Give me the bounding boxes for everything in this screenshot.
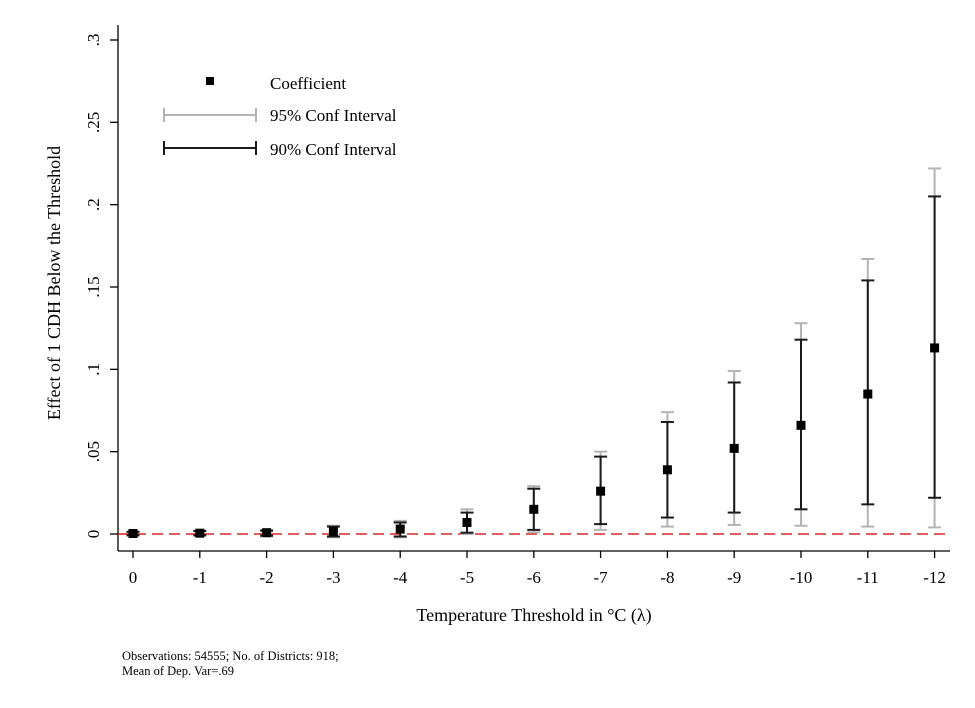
coefficient-point [930, 343, 940, 353]
y-tick-label: .3 [84, 34, 103, 47]
coefficient-point [395, 524, 405, 534]
axes: 0 .05 .1 .15 .2 .25 .3 0 -1 -2 -3 -4 -5 -6 -7 -8 -9 -10 -1… [84, 25, 950, 587]
x-tick-label: 0 [129, 568, 138, 587]
y-tick-label: .1 [84, 363, 103, 376]
legend-ci90-label: 90% Conf Interval [270, 140, 397, 159]
coefficient-point [195, 528, 205, 538]
x-tick-label: -12 [923, 568, 946, 587]
coefficient-point [662, 465, 672, 475]
coefficient-point [863, 389, 873, 399]
x-tick-label: -6 [527, 568, 541, 587]
legend-coefficient-marker [206, 77, 214, 85]
x-tick-label: -5 [460, 568, 474, 587]
x-tick-label: -8 [660, 568, 674, 587]
x-tick-label: -1 [193, 568, 207, 587]
observations-note: Observations: 54555; No. of Districts: 9… [122, 649, 339, 663]
x-tick-label: -3 [326, 568, 340, 587]
legend-ci95-label: 95% Conf Interval [270, 106, 397, 125]
x-tick-label: -7 [594, 568, 609, 587]
x-tick-label: -4 [393, 568, 408, 587]
coefficient-point [262, 528, 272, 538]
y-tick-label: .25 [84, 112, 103, 133]
x-tick-label: -9 [727, 568, 741, 587]
coefficient-point [462, 517, 472, 527]
y-tick-label: 0 [84, 530, 103, 539]
data-marks [126, 167, 942, 539]
y-tick-label: .15 [84, 276, 103, 297]
coefficient-point [529, 504, 539, 514]
y-tick-label: .05 [84, 441, 103, 462]
coefficient-point [729, 443, 739, 453]
x-tick-label: -10 [790, 568, 813, 587]
legend-coefficient-label: Coefficient [270, 74, 346, 93]
coefficient-point [596, 486, 606, 496]
y-tick-label: .2 [84, 198, 103, 211]
mean-note: Mean of Dep. Var=.69 [122, 664, 234, 678]
y-axis-label: Effect of 1 CDH Below the Threshold [44, 146, 64, 420]
x-axis-label: Temperature Threshold in °C (λ) [416, 605, 651, 626]
coefficient-plot: 0 .05 .1 .15 .2 .25 .3 0 -1 -2 -3 -4 -5 -6 -7 -8 -9 -10 -1… [44, 25, 950, 626]
x-tick-label: -2 [260, 568, 274, 587]
x-tick-label: -11 [857, 568, 879, 587]
coefficient-point [128, 529, 138, 539]
legend: Coefficient 95% Conf Interval 90% Conf Int… [163, 74, 397, 159]
coefficient-point [796, 420, 806, 430]
coefficient-point [328, 527, 338, 537]
